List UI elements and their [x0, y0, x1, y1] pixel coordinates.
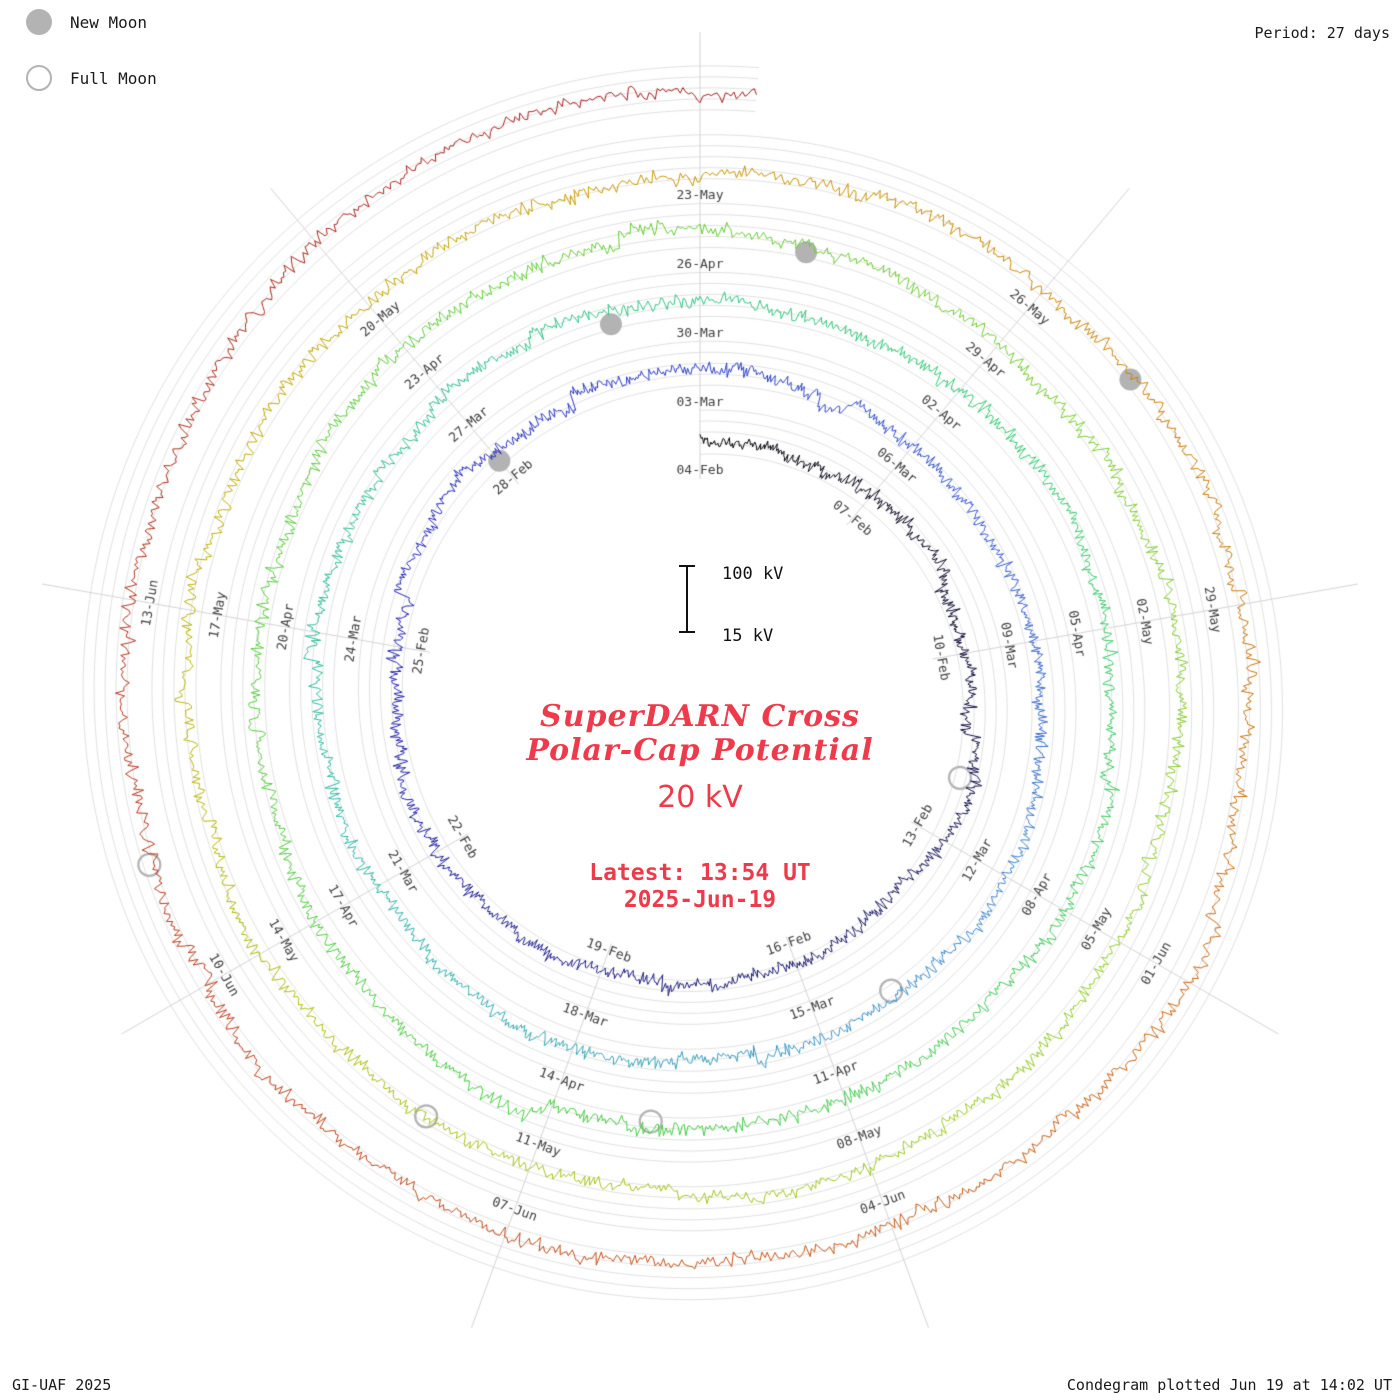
chart-title-line2: Polar-Cap Potential — [526, 733, 874, 768]
scale-min-label: 15 kV — [722, 626, 774, 646]
latest-time-label: Latest: 13:54 UT — [589, 860, 811, 886]
period-label: Period: 27 days — [1254, 24, 1390, 42]
credit-label: GI-UAF 2025 — [12, 1376, 112, 1394]
moon-legend: New Moon Full Moon — [26, 8, 157, 120]
plotted-timestamp-label: Condegram plotted Jun 19 at 14:02 UT — [1066, 1376, 1392, 1394]
legend-new-moon-label: New Moon — [70, 12, 148, 32]
legend-full-moon-label: Full Moon — [70, 68, 157, 88]
scale-max-label: 100 kV — [722, 564, 784, 584]
scale-bar-icon — [679, 565, 695, 633]
full-moon-icon — [26, 65, 52, 91]
chart-title-line1: SuperDARN Cross — [540, 699, 860, 734]
latest-update: Latest: 13:54 UT 2025-Jun-19 — [0, 860, 1400, 914]
latest-date-label: 2025-Jun-19 — [623, 887, 777, 913]
current-value-label: 20 kV — [657, 780, 743, 815]
legend-new-moon: New Moon — [26, 8, 157, 36]
new-moon-icon — [26, 9, 52, 35]
chart-title: SuperDARN Cross Polar-Cap Potential — [0, 700, 1400, 768]
legend-full-moon: Full Moon — [26, 64, 157, 92]
